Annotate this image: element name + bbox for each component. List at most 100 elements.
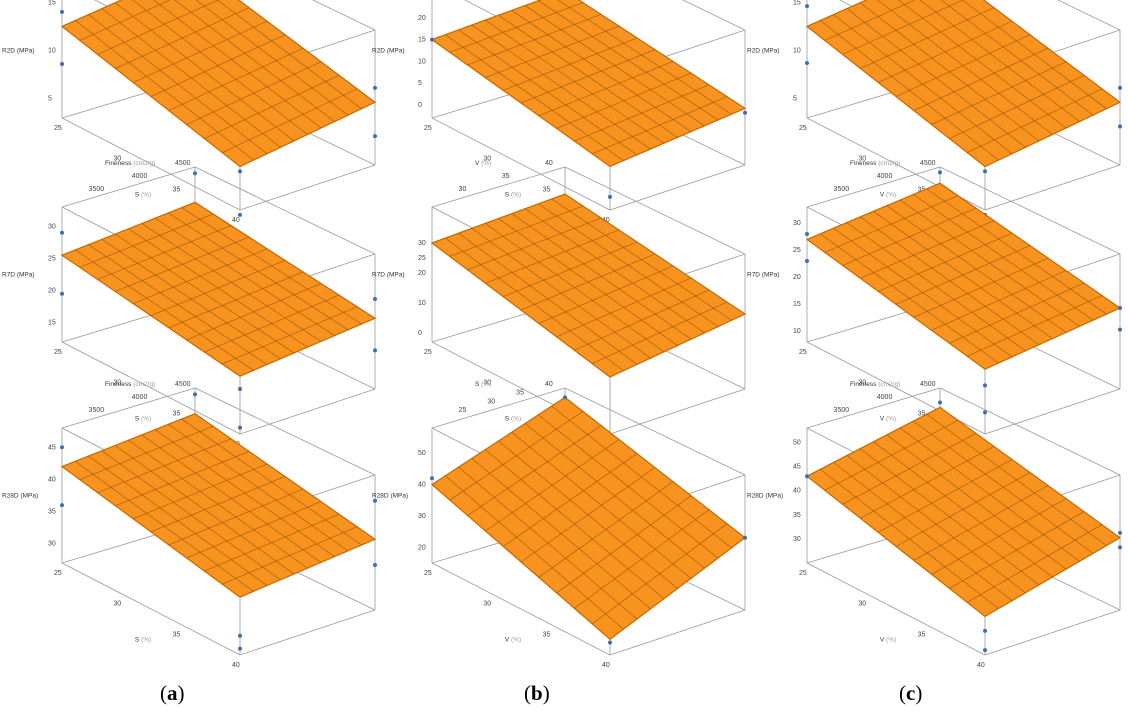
data-point [1118, 124, 1122, 128]
y-axis-label: Fineness (cm2/g) [105, 160, 155, 167]
z-tick-label: 30 [793, 536, 801, 543]
y-tick-label: 30 [487, 398, 495, 405]
x-tick-label: 30 [113, 380, 121, 387]
x-tick-label: 35 [918, 410, 926, 417]
x-tick-label: 30 [483, 156, 491, 163]
y-tick-label: 30 [459, 186, 467, 193]
y-tick-label: 4000 [132, 173, 148, 180]
x-axis-label: S (%) [505, 192, 521, 199]
z-tick-label: 30 [793, 220, 801, 227]
mesh-line [949, 75, 1084, 138]
data-point [608, 195, 612, 199]
mesh-line [887, 206, 1066, 333]
box-edge [940, 167, 1120, 254]
z-axis-label: R2D (MPa) [2, 48, 35, 55]
z-axis-label: R7D (MPa) [747, 272, 780, 279]
z-tick-label: 10 [793, 48, 801, 55]
x-tick-label: 35 [173, 410, 181, 417]
box-edge [240, 389, 375, 434]
mesh-line [129, 0, 308, 134]
surface-mesh [820, 414, 1106, 608]
z-tick-label: 15 [48, 0, 56, 6]
z-axis-label: R28D (MPa) [2, 493, 38, 500]
z-axis-label: R7D (MPa) [372, 272, 405, 279]
z-tick-label: 45 [793, 464, 801, 471]
x-axis-label: S (%) [135, 416, 151, 423]
surface-mesh [445, 406, 731, 629]
y-tick-label: 4000 [132, 394, 148, 401]
data-point [563, 395, 567, 399]
mesh-line [129, 440, 308, 568]
chart-a1: 25 30 35 40 S (%) 3500 4000 4500 Fineness (cm2/g… [2, 0, 377, 224]
mesh-line [967, 525, 1102, 603]
z-tick-label: 50 [793, 439, 801, 446]
mesh-line [525, 424, 704, 569]
data-point [60, 10, 64, 14]
mesh-line [155, 430, 334, 557]
x-tick-label: 40 [232, 662, 240, 669]
data-point [805, 259, 809, 263]
data-point [1118, 328, 1122, 332]
mesh-line [967, 296, 1102, 357]
x-tick-label: 35 [543, 631, 551, 638]
y-tick-label: 4500 [175, 160, 191, 167]
z-tick-label: 10 [418, 300, 426, 307]
y-axis-label: Fineness (cm2/g) [105, 381, 155, 388]
data-point [983, 648, 987, 652]
x-tick-label: 30 [858, 601, 866, 608]
surface-mesh [820, 189, 1106, 363]
data-point [430, 38, 434, 42]
mesh-line [574, 290, 709, 350]
x-tick-label: 25 [799, 125, 807, 132]
box-edge [610, 389, 745, 434]
mesh-line [169, 272, 303, 328]
data-point [238, 634, 242, 638]
data-point [60, 503, 64, 507]
x-axis-label: S (%) [135, 637, 151, 644]
box-edge [985, 165, 1120, 210]
z-tick-label: 35 [793, 512, 801, 519]
z-tick-label: 10 [48, 48, 56, 55]
z-tick-labels: 15 20 25 30 [48, 223, 56, 326]
box-edge [195, 0, 375, 30]
y-tick-label: 3500 [834, 407, 850, 414]
x-tick-label: 30 [483, 601, 491, 608]
x-axis-label: V (%) [880, 416, 896, 423]
data-point [60, 445, 64, 449]
mesh-line [182, 208, 362, 324]
z-tick-labels: 30 35 40 45 [48, 444, 56, 547]
mesh-line [142, 0, 321, 128]
box-edge [195, 388, 375, 475]
x-tick-label: 30 [483, 380, 491, 387]
mesh-line [512, 10, 691, 131]
fitted-surface [62, 0, 375, 167]
data-point [1118, 306, 1122, 310]
z-tick-label: 40 [418, 482, 426, 489]
y-axis-label: S (%) [475, 381, 491, 388]
mesh-line [874, 0, 1053, 134]
chart-c3: 25 30 35 40 V (%) 3500 4000 4500 Fineness (cm2/g… [747, 381, 1122, 669]
mesh-line [949, 283, 1084, 343]
x-axis-label: S (%) [135, 192, 151, 199]
data-points [60, 171, 377, 429]
mesh-line [949, 512, 1084, 589]
mesh-line [887, 0, 1066, 128]
data-point [805, 61, 809, 65]
x-tick-labels: 25 30 35 40 [54, 570, 240, 669]
mesh-line [222, 527, 357, 584]
data-point [983, 629, 987, 633]
y-tick-label: 4500 [920, 381, 936, 388]
z-tick-labels: 10 15 20 25 30 [793, 220, 801, 335]
mesh-line [557, 278, 691, 337]
z-tick-label: 20 [418, 270, 426, 277]
box-edge [62, 388, 195, 428]
mesh-line [538, 1, 718, 120]
box-edge [240, 610, 375, 655]
data-points [60, 0, 377, 217]
mesh-line [914, 48, 1048, 110]
mesh-line [592, 302, 727, 364]
